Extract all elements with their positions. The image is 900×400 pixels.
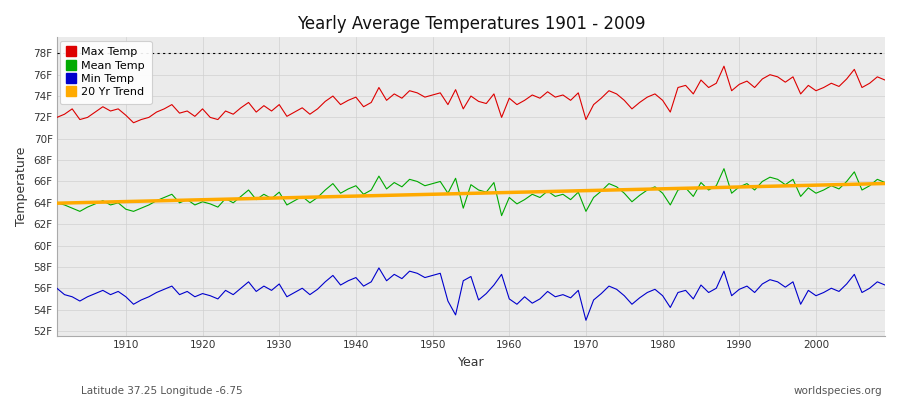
X-axis label: Year: Year: [457, 356, 484, 369]
Title: Yearly Average Temperatures 1901 - 2009: Yearly Average Temperatures 1901 - 2009: [297, 15, 645, 33]
Y-axis label: Temperature: Temperature: [15, 147, 28, 226]
Text: Latitude 37.25 Longitude -6.75: Latitude 37.25 Longitude -6.75: [81, 386, 243, 396]
Text: worldspecies.org: worldspecies.org: [794, 386, 882, 396]
Legend: Max Temp, Mean Temp, Min Temp, 20 Yr Trend: Max Temp, Mean Temp, Min Temp, 20 Yr Tre…: [60, 41, 151, 104]
